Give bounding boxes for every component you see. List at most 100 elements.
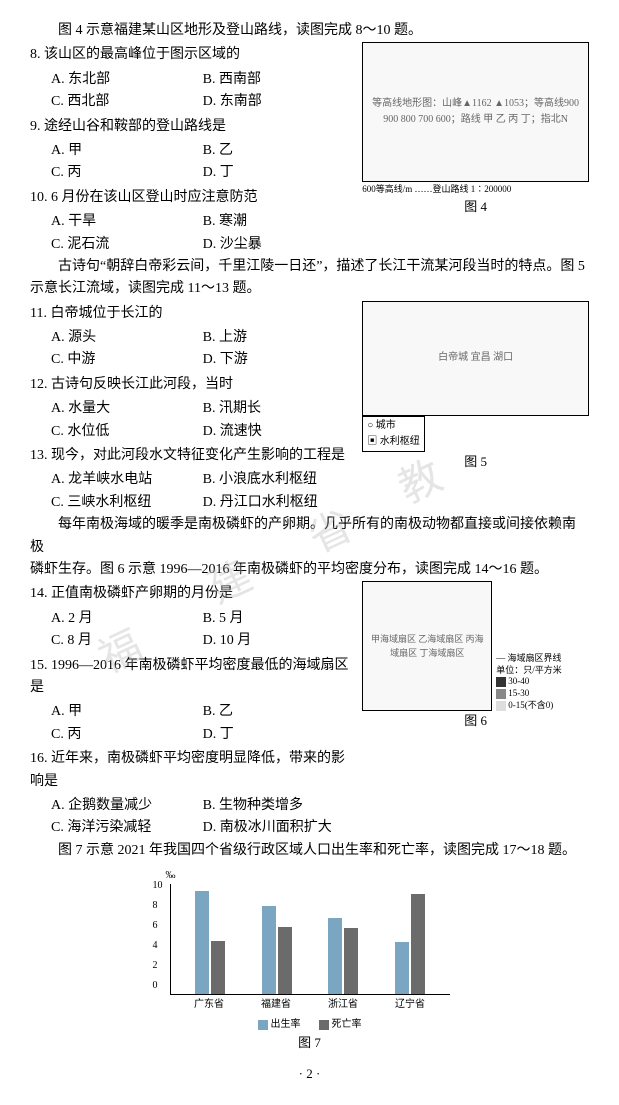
bar [278, 927, 292, 994]
q10-opt-d: D. 沙尘暴 [203, 234, 355, 256]
fig5-legend-box: ○ 城市 ▣ 水利枢纽 [362, 416, 425, 452]
ytick-label: 0 [153, 978, 163, 994]
bar-group [328, 918, 358, 994]
bar [211, 941, 225, 994]
bar [262, 906, 276, 994]
intro-text-1: 图 4 示意福建某山区地形及登山路线，读图完成 8～10 题。 [30, 20, 589, 42]
fig6-legend-a: 30-40 [508, 676, 529, 686]
q15-opt-a: A. 甲 [51, 701, 203, 723]
block-q8-10: 8. 该山区的最高峰位于图示区域的 A. 东北部 B. 西南部 C. 西北部 D… [30, 42, 589, 256]
q10-options: A. 干旱 B. 寒潮 C. 泥石流 D. 沙尘暴 [30, 211, 354, 256]
swatch-icon [496, 689, 506, 699]
ytick-label: 6 [153, 918, 163, 934]
q16-options: A. 企鹅数量减少 B. 生物种类增多 C. 海洋污染减轻 D. 南极冰川面积扩… [30, 795, 354, 840]
fig4-caption: 图 4 [362, 197, 589, 218]
fig7-legend-b: 死亡率 [332, 1019, 362, 1030]
q14-opt-c: C. 8 月 [51, 630, 203, 652]
block-q14-16: 14. 正值南极磷虾产卵期的月份是 A. 2 月 B. 5 月 C. 8 月 D… [30, 581, 589, 839]
q8-opt-c: C. 西北部 [51, 91, 203, 113]
fig7-legend-a: 出生率 [271, 1019, 301, 1030]
q12-opt-b: B. 汛期长 [203, 398, 355, 420]
q16-opt-b: B. 生物种类增多 [203, 795, 355, 817]
bar [195, 891, 209, 994]
xtick-label: 福建省 [261, 997, 291, 1013]
q15-opt-b: B. 乙 [203, 701, 355, 723]
q15-stem: 15. 1996—2016 年南极磷虾平均密度最低的海域扇区是 [30, 655, 354, 700]
q8-opt-d: D. 东南部 [203, 91, 355, 113]
q13-opt-d: D. 丹江口水利枢纽 [203, 492, 355, 514]
q13-opt-b: B. 小浪底水利枢纽 [203, 469, 355, 491]
ytick-label: 2 [153, 958, 163, 974]
q11-opt-c: C. 中游 [51, 349, 203, 371]
bar-group [262, 906, 292, 994]
swatch-icon [258, 1020, 268, 1030]
q10-opt-b: B. 寒潮 [203, 211, 355, 233]
bar [344, 928, 358, 994]
figure-4: 等高线地形图：山峰▲1162 ▲1053；等高线900 900 800 700 … [362, 42, 589, 182]
bar-group [195, 891, 225, 994]
fig6-legend: — 海域扇区界线 单位：只/平方米 30-40 15-30 0-15(不含0) [496, 653, 562, 711]
q14-opt-a: A. 2 月 [51, 608, 203, 630]
q16-opt-a: A. 企鹅数量减少 [51, 795, 203, 817]
fig7-caption: 图 7 [170, 1033, 450, 1054]
fig7-bars-area: 1086420 [170, 884, 450, 995]
q15-opt-d: D. 丁 [203, 724, 355, 746]
bar [395, 942, 409, 994]
q16-stem: 16. 近年来，南极磷虾平均密度明显降低，带来的影响是 [30, 748, 354, 793]
ytick-label: 8 [153, 898, 163, 914]
fig6-regions: 甲海域扇区 乙海域扇区 丙海域扇区 丁海域扇区 [367, 632, 487, 661]
q16-opt-c: C. 海洋污染减轻 [51, 817, 203, 839]
bar-group [395, 894, 425, 994]
intro-text-2a: 古诗句“朝辞白帝彩云间，千里江陵一日还”，描述了长江干流某河段当时的特点。图 5 [30, 256, 589, 278]
fig6-caption: 图 6 [362, 711, 589, 732]
fig4-legend: 600等高线/m ……登山路线 1∶200000 [362, 182, 589, 196]
q12-opt-a: A. 水量大 [51, 398, 203, 420]
q8-opt-a: A. 东北部 [51, 69, 203, 91]
q13-options: A. 龙羊峡水电站 B. 小浪底水利枢纽 C. 三峡水利枢纽 D. 丹江口水利枢… [30, 469, 354, 514]
fig6-legend-b: 15-30 [508, 688, 529, 698]
q14-options: A. 2 月 B. 5 月 C. 8 月 D. 10 月 [30, 608, 354, 653]
q15-options: A. 甲 B. 乙 C. 丙 D. 丁 [30, 701, 354, 746]
q13-stem: 13. 现今，对此河段水文特征变化产生影响的工程是 [30, 445, 354, 467]
q9-opt-a: A. 甲 [51, 140, 203, 162]
q12-options: A. 水量大 B. 汛期长 C. 水位低 D. 流速快 [30, 398, 354, 443]
fig6-legend-unit: 单位：只/平方米 [496, 665, 562, 677]
swatch-icon [319, 1020, 329, 1030]
q11-opt-d: D. 下游 [203, 349, 355, 371]
fig7-legend: 出生率 死亡率 [170, 1017, 450, 1033]
fig7-xlabels: 广东省 福建省 浙江省 辽宁省 [170, 995, 450, 1013]
q14-opt-b: B. 5 月 [203, 608, 355, 630]
intro-text-2b: 示意长江流域，读图完成 11～13 题。 [30, 278, 589, 300]
figure-6: 甲海域扇区 乙海域扇区 丙海域扇区 丁海域扇区 [362, 581, 492, 711]
xtick-label: 浙江省 [328, 997, 358, 1013]
q8-stem: 8. 该山区的最高峰位于图示区域的 [30, 44, 354, 66]
xtick-label: 辽宁省 [395, 997, 425, 1013]
fig7-ylabel: ‰ [166, 868, 450, 884]
q9-opt-c: C. 丙 [51, 162, 203, 184]
xtick-label: 广东省 [194, 997, 224, 1013]
q14-stem: 14. 正值南极磷虾产卵期的月份是 [30, 583, 354, 605]
q15-opt-c: C. 丙 [51, 724, 203, 746]
q12-opt-d: D. 流速快 [203, 421, 355, 443]
q12-stem: 12. 古诗句反映长江此河段，当时 [30, 374, 354, 396]
q16-opt-d: D. 南极冰川面积扩大 [203, 817, 355, 839]
q12-opt-c: C. 水位低 [51, 421, 203, 443]
intro-text-3a: 每年南极海域的暖季是南极磷虾的产卵期。几乎所有的南极动物都直接或间接依赖南极 [30, 514, 589, 559]
fig7-yaxis: 1086420 [153, 878, 163, 994]
q11-opt-b: B. 上游 [203, 327, 355, 349]
q8-opt-b: B. 西南部 [203, 69, 355, 91]
intro-text-3b: 磷虾生存。图 6 示意 1996—2016 年南极磷虾的平均密度分布，读图完成 … [30, 559, 589, 581]
q9-options: A. 甲 B. 乙 C. 丙 D. 丁 [30, 140, 354, 185]
figure-5: 白帝城 宜昌 湖口 [362, 301, 589, 416]
q11-opt-a: A. 源头 [51, 327, 203, 349]
q10-stem: 10. 6 月份在该山区登山时应注意防范 [30, 187, 354, 209]
fig5-legend-city: ○ 城市 [367, 418, 420, 434]
q14-opt-d: D. 10 月 [203, 630, 355, 652]
q9-opt-b: B. 乙 [203, 140, 355, 162]
q10-opt-a: A. 干旱 [51, 211, 203, 233]
q9-opt-d: D. 丁 [203, 162, 355, 184]
page-number: · 2 · [30, 1064, 589, 1085]
q11-options: A. 源头 B. 上游 C. 中游 D. 下游 [30, 327, 354, 372]
q10-opt-c: C. 泥石流 [51, 234, 203, 256]
bar [411, 894, 425, 994]
